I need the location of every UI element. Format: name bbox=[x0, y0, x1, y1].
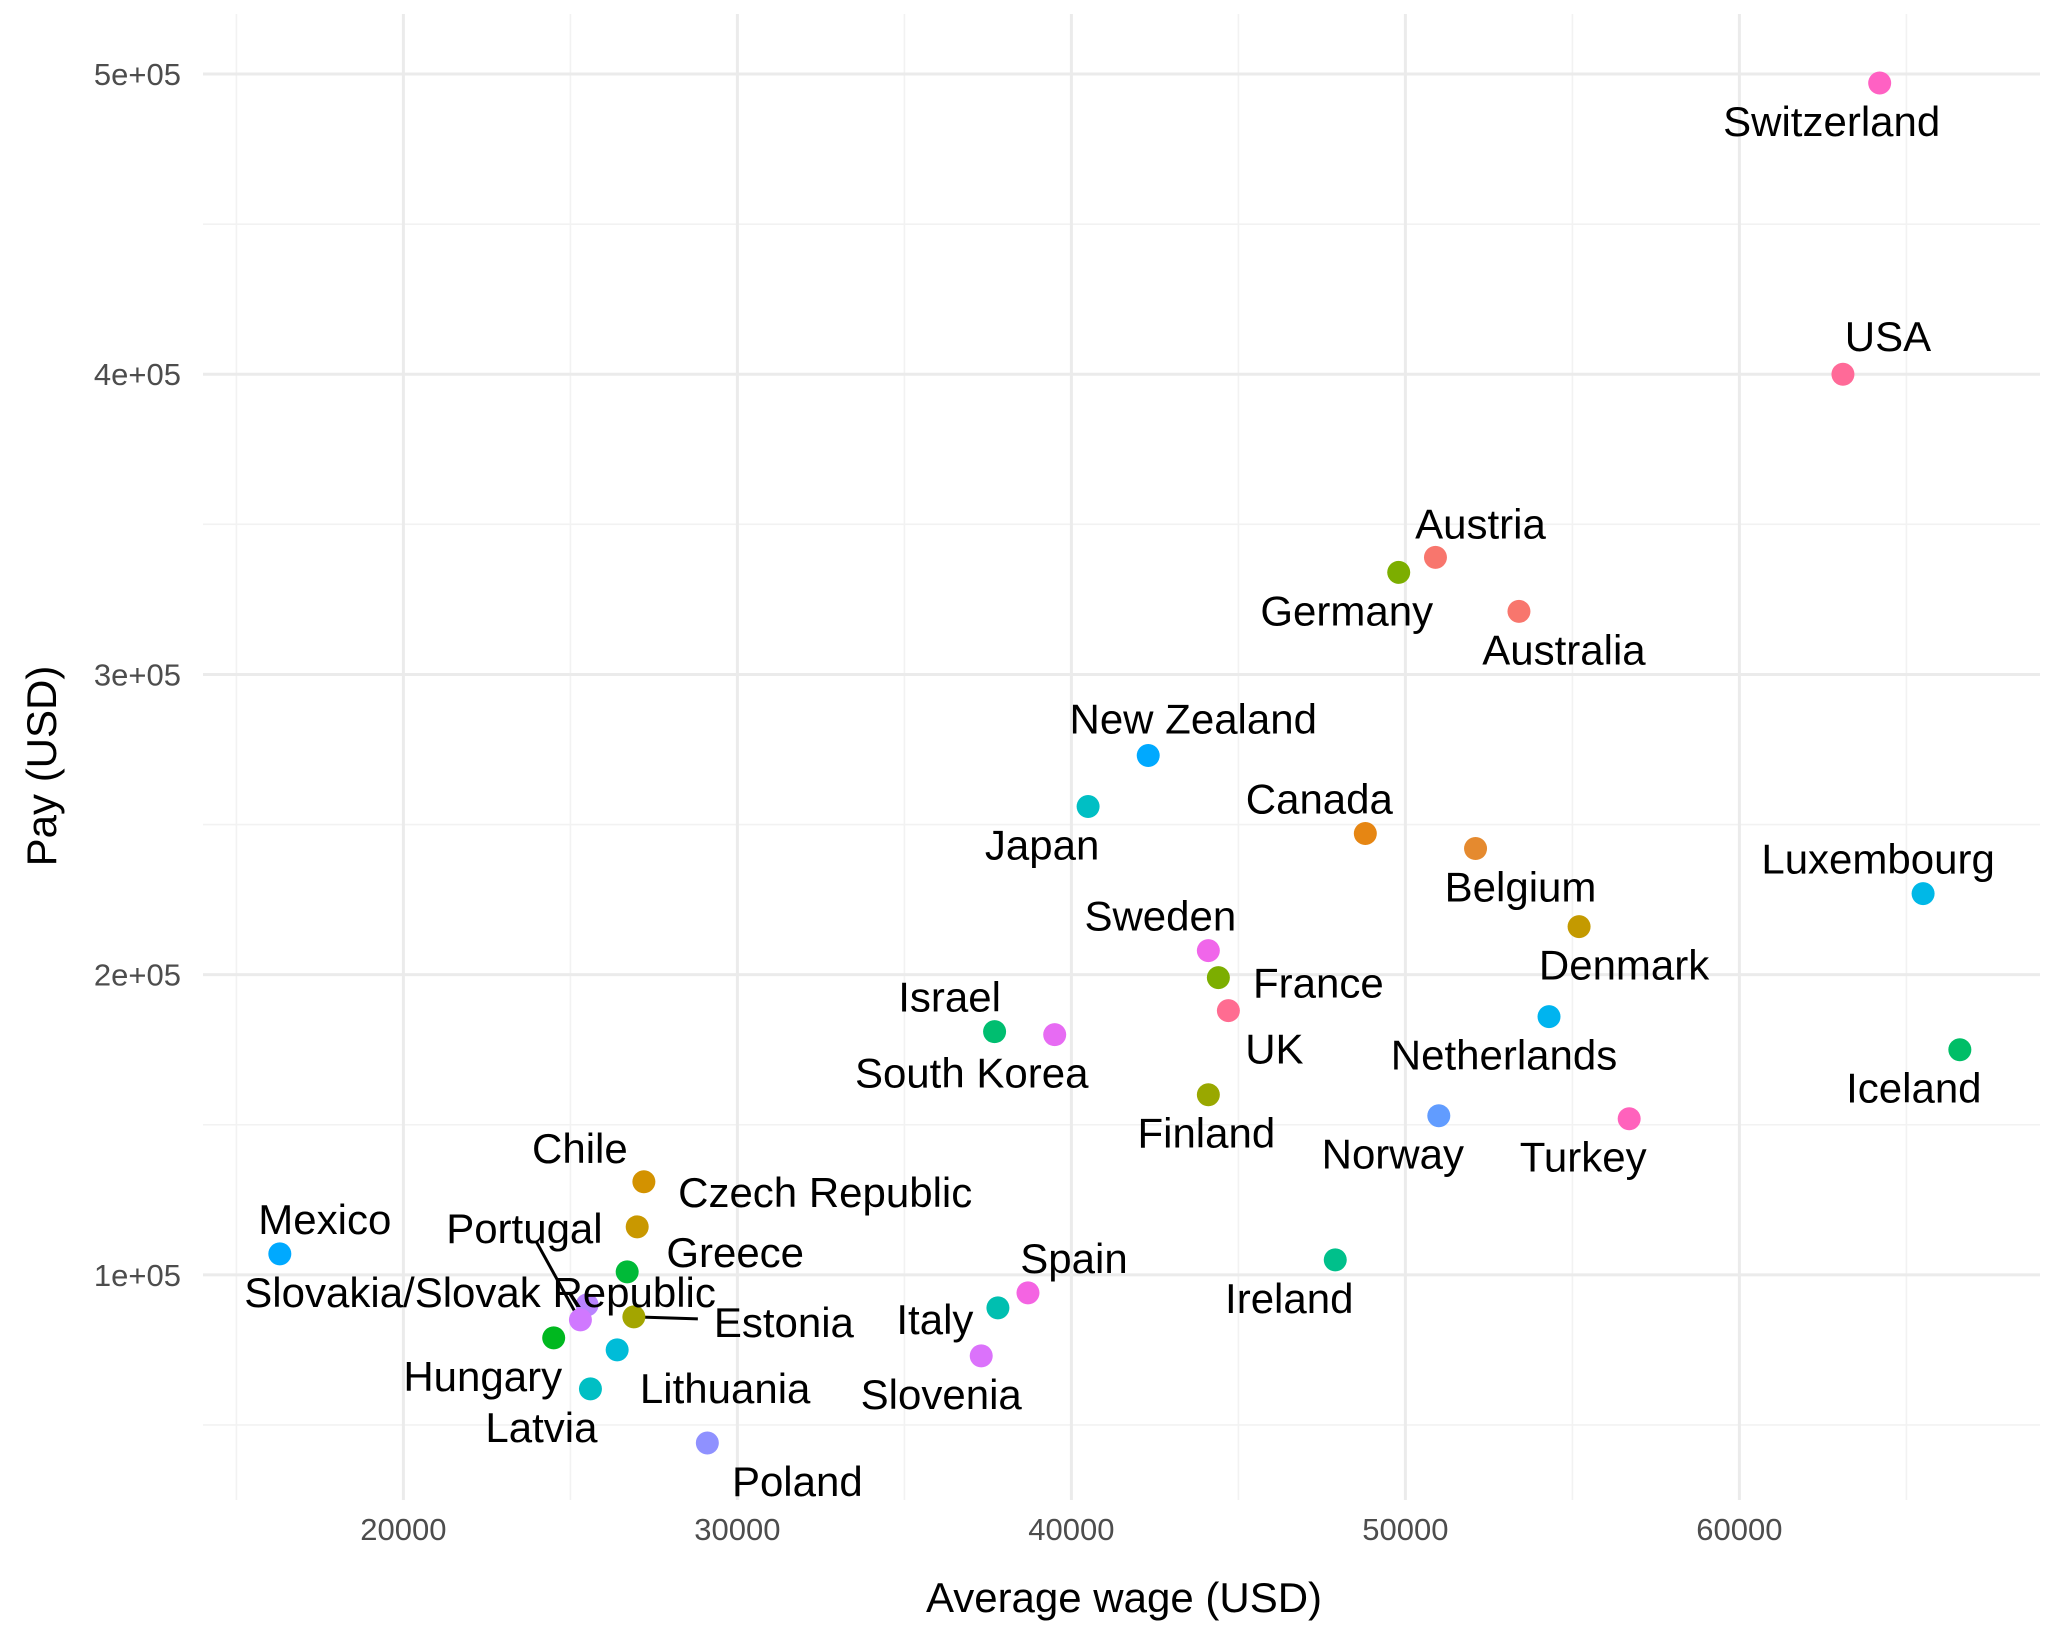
data-point bbox=[578, 1377, 602, 1401]
data-point bbox=[568, 1308, 592, 1332]
point-label: Japan bbox=[985, 822, 1099, 869]
data-point bbox=[1076, 795, 1100, 819]
y-tick-label: 5e+05 bbox=[94, 57, 181, 92]
x-axis-title: Average wage (USD) bbox=[926, 1574, 1322, 1621]
point-label: Germany bbox=[1260, 587, 1433, 634]
point-labels-layer: Switzerland USA Austria Germany Australia New… bbox=[244, 98, 1995, 1505]
point-label: New Zealand bbox=[1069, 695, 1316, 742]
point-label: France bbox=[1253, 960, 1384, 1007]
point-label: Lithuania bbox=[640, 1365, 811, 1412]
data-point bbox=[1507, 599, 1531, 623]
point-label: Latvia bbox=[485, 1404, 598, 1451]
point-label: Czech Republic bbox=[678, 1169, 972, 1216]
point-label: Italy bbox=[896, 1296, 973, 1343]
data-point bbox=[1868, 71, 1892, 95]
data-point bbox=[1464, 837, 1488, 861]
data-point bbox=[1043, 1023, 1067, 1047]
point-label: UK bbox=[1245, 1026, 1303, 1073]
data-point bbox=[1567, 915, 1591, 939]
y-axis-title: Pay (USD) bbox=[18, 666, 65, 867]
data-point bbox=[969, 1344, 993, 1368]
point-label: Austria bbox=[1415, 500, 1546, 547]
data-point bbox=[695, 1431, 719, 1455]
point-label: USA bbox=[1845, 313, 1931, 360]
data-point bbox=[615, 1260, 639, 1284]
point-label: Poland bbox=[732, 1458, 863, 1505]
x-tick-label: 30000 bbox=[694, 1512, 780, 1547]
point-label: Israel bbox=[898, 974, 1001, 1021]
point-label: Belgium bbox=[1445, 864, 1597, 911]
point-label: Denmark bbox=[1539, 942, 1710, 989]
point-label: Spain bbox=[1020, 1235, 1127, 1282]
data-point bbox=[1216, 999, 1240, 1023]
points-layer bbox=[268, 71, 1972, 1455]
x-tick-label: 20000 bbox=[360, 1512, 446, 1547]
data-point bbox=[625, 1215, 649, 1239]
point-label: Mexico bbox=[258, 1196, 391, 1243]
point-label: Sweden bbox=[1084, 893, 1236, 940]
data-point bbox=[986, 1296, 1010, 1320]
data-point bbox=[1948, 1038, 1972, 1062]
point-label: Turkey bbox=[1520, 1134, 1647, 1181]
data-point bbox=[1206, 966, 1230, 990]
point-label: Portugal bbox=[446, 1205, 602, 1252]
data-point bbox=[1831, 362, 1855, 386]
data-point bbox=[605, 1338, 629, 1362]
point-label: Australia bbox=[1482, 626, 1646, 673]
x-tick-label: 40000 bbox=[1028, 1512, 1114, 1547]
point-label: Norway bbox=[1322, 1131, 1464, 1178]
point-label: South Korea bbox=[855, 1050, 1089, 1097]
point-label: Slovenia bbox=[861, 1371, 1023, 1418]
data-point bbox=[983, 1020, 1007, 1044]
data-point bbox=[1323, 1248, 1347, 1272]
point-label: Canada bbox=[1246, 776, 1394, 823]
point-label: Estonia bbox=[714, 1299, 855, 1346]
data-point bbox=[1196, 1083, 1220, 1107]
leader-line bbox=[535, 1241, 581, 1321]
data-point bbox=[1136, 743, 1160, 767]
y-tick-label: 2e+05 bbox=[94, 958, 181, 993]
data-point bbox=[1423, 545, 1447, 569]
x-tick-label: 60000 bbox=[1696, 1512, 1782, 1547]
data-point bbox=[1353, 822, 1377, 846]
point-label: Ireland bbox=[1225, 1275, 1353, 1322]
point-label: Finland bbox=[1137, 1110, 1275, 1157]
tick-labels-layer: 20000 30000 40000 50000 60000 1e+05 2e+05 3e+05… bbox=[94, 57, 1783, 1547]
data-point bbox=[268, 1242, 292, 1266]
point-label: Switzerland bbox=[1723, 98, 1940, 145]
data-point bbox=[1016, 1281, 1040, 1305]
point-label: Chile bbox=[532, 1125, 628, 1172]
point-label: Luxembourg bbox=[1761, 836, 1994, 883]
point-label: Iceland bbox=[1846, 1065, 1981, 1112]
data-point bbox=[1427, 1104, 1451, 1128]
point-label: Greece bbox=[666, 1229, 804, 1276]
data-point bbox=[1911, 882, 1935, 906]
data-point bbox=[1537, 1005, 1561, 1029]
data-point bbox=[1387, 560, 1411, 584]
grid-layer bbox=[203, 14, 2040, 1500]
data-point bbox=[1617, 1107, 1641, 1131]
point-label: Hungary bbox=[403, 1353, 562, 1400]
point-label: Slovakia/Slovak Republic bbox=[244, 1269, 716, 1316]
y-tick-label: 3e+05 bbox=[94, 657, 181, 692]
data-point bbox=[622, 1305, 646, 1329]
x-tick-label: 50000 bbox=[1362, 1512, 1448, 1547]
point-label: Netherlands bbox=[1391, 1032, 1617, 1079]
data-point bbox=[1196, 939, 1220, 963]
data-point bbox=[542, 1326, 566, 1350]
y-tick-label: 1e+05 bbox=[94, 1258, 181, 1293]
y-tick-label: 4e+05 bbox=[94, 357, 181, 392]
data-point bbox=[632, 1170, 656, 1194]
